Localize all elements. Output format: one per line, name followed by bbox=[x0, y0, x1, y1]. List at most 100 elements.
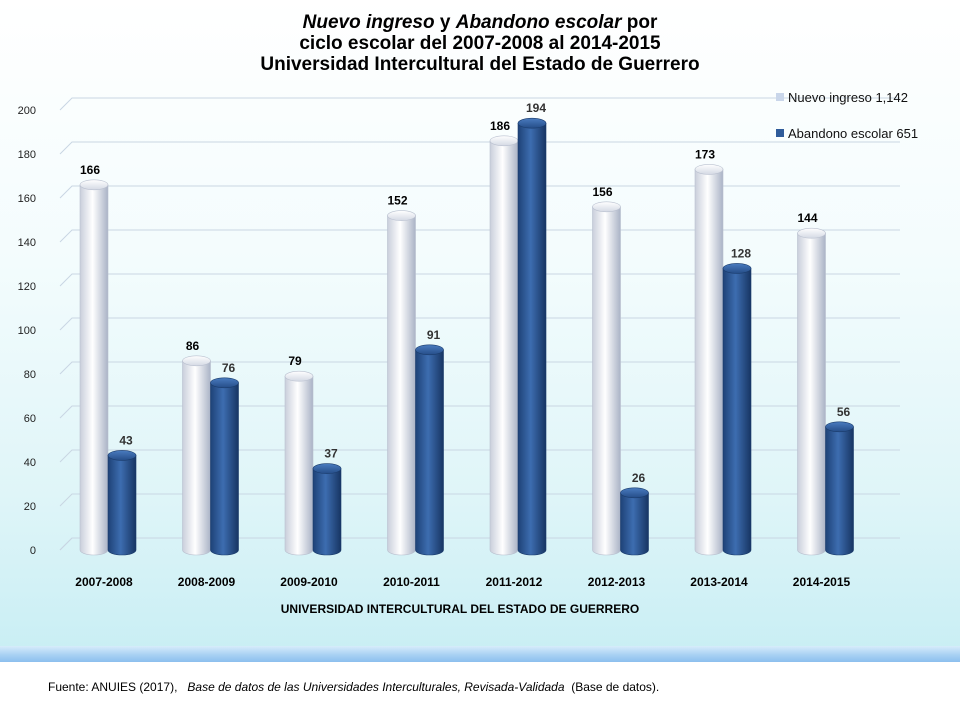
y-tick-label: 120 bbox=[18, 281, 36, 293]
gridline bbox=[59, 141, 900, 155]
bar-nuevo-ingreso: 166 bbox=[79, 163, 109, 556]
data-label: 37 bbox=[324, 447, 338, 461]
bar-body bbox=[182, 360, 211, 556]
bar-cap bbox=[694, 164, 724, 175]
x-tick-label: 2008-2009 bbox=[178, 575, 236, 589]
y-tick-label: 40 bbox=[24, 457, 36, 469]
data-label: 166 bbox=[80, 163, 100, 177]
data-label: 91 bbox=[427, 328, 441, 342]
title-tail: por bbox=[621, 12, 658, 33]
data-label: 26 bbox=[632, 471, 646, 485]
data-label: 173 bbox=[695, 147, 715, 161]
bar-nuevo-ingreso: 144 bbox=[797, 211, 826, 556]
bar-cap bbox=[592, 201, 621, 213]
data-label: 186 bbox=[490, 119, 510, 133]
bar-body bbox=[107, 455, 137, 556]
bar-cap bbox=[210, 377, 239, 389]
bar-body bbox=[312, 468, 342, 556]
bar-abandono-escolar: 76 bbox=[210, 361, 239, 556]
bar-cap bbox=[312, 463, 342, 474]
bar-cap bbox=[284, 370, 314, 382]
bar-cap bbox=[620, 487, 649, 499]
bar-body bbox=[694, 169, 724, 556]
y-tick-label: 200 bbox=[18, 105, 36, 117]
gridline bbox=[59, 449, 900, 463]
x-tick-label: 2012-2013 bbox=[588, 575, 646, 589]
bar-abandono-escolar: 56 bbox=[825, 405, 854, 556]
legend-swatch-abandono bbox=[776, 129, 784, 137]
y-tick-label: 80 bbox=[24, 369, 36, 381]
legend-label-abandono: Abandono escolar 651 bbox=[788, 126, 918, 141]
bar-body bbox=[722, 268, 752, 556]
y-tick-label: 60 bbox=[24, 413, 36, 425]
source-note: Fuente: ANUIES (2017), Base de datos de … bbox=[48, 680, 948, 694]
bar-nuevo-ingreso: 86 bbox=[182, 339, 211, 556]
bar-abandono-escolar: 128 bbox=[722, 246, 752, 556]
gridline bbox=[59, 229, 900, 243]
data-label: 144 bbox=[797, 211, 817, 225]
data-label: 128 bbox=[731, 246, 751, 260]
bar-body bbox=[825, 426, 854, 556]
data-label: 56 bbox=[837, 405, 851, 419]
data-label: 156 bbox=[592, 185, 612, 199]
gridline bbox=[59, 405, 900, 419]
x-tick-label: 2014-2015 bbox=[793, 575, 851, 589]
y-tick-label: 0 bbox=[30, 545, 36, 557]
bar-cap bbox=[415, 344, 444, 356]
bar-body bbox=[415, 349, 444, 556]
bar-abandono-escolar: 43 bbox=[107, 433, 137, 556]
gridline bbox=[59, 273, 900, 287]
legend-swatch-nuevo bbox=[776, 93, 784, 101]
data-label: 79 bbox=[288, 354, 302, 368]
bar-cap bbox=[722, 263, 752, 274]
title-line-1: Nuevo ingreso y Abandono escolar por bbox=[0, 12, 960, 33]
x-tick-label: 2011-2012 bbox=[486, 575, 543, 589]
chart-title: Nuevo ingreso y Abandono escolar por cic… bbox=[0, 12, 960, 75]
bar-cap bbox=[825, 421, 854, 433]
title-line-3: Universidad Intercultural del Estado de … bbox=[260, 54, 700, 75]
x-tick-label: 2010-2011 bbox=[383, 575, 440, 589]
bar-nuevo-ingreso: 156 bbox=[592, 185, 621, 556]
x-tick-label: 2013-2014 bbox=[690, 575, 748, 589]
bar-abandono-escolar: 26 bbox=[620, 471, 649, 556]
bar-nuevo-ingreso: 79 bbox=[284, 354, 314, 556]
bar-body bbox=[592, 206, 621, 556]
y-tick-label: 180 bbox=[18, 149, 36, 161]
title-abandono: Abandono escolar bbox=[455, 12, 622, 33]
footer-band bbox=[0, 646, 960, 662]
bar-cap bbox=[182, 355, 211, 367]
x-axis-title: UNIVERSIDAD INTERCULTURAL DEL ESTADO DE … bbox=[281, 602, 639, 616]
title-connector: y bbox=[434, 12, 456, 33]
data-label: 194 bbox=[526, 101, 546, 115]
y-axis: 0 20 40 60 80 100 120 140 160 180 200 bbox=[18, 105, 36, 557]
bar-abandono-escolar: 194 bbox=[517, 101, 547, 556]
bar-abandono-escolar: 91 bbox=[415, 328, 444, 556]
title-line-2: ciclo escolar del 2007-2008 al 2014-2015 bbox=[299, 33, 661, 54]
bar-nuevo-ingreso: 173 bbox=[694, 147, 724, 556]
x-tick-label: 2007-2008 bbox=[75, 575, 133, 589]
bar-cap bbox=[387, 210, 416, 221]
bar-body bbox=[489, 140, 519, 556]
bars: 166 43 86 76 79 37 152 91 186 194 156 26 173 128 144 56 bbox=[79, 101, 854, 556]
title-nuevo: Nuevo ingreso bbox=[302, 12, 435, 33]
gridline bbox=[59, 185, 900, 199]
bar-body bbox=[210, 382, 239, 556]
data-label: 76 bbox=[222, 361, 236, 375]
data-label: 152 bbox=[387, 194, 407, 208]
bar-cap bbox=[107, 450, 137, 461]
gridline bbox=[59, 317, 900, 331]
bar-nuevo-ingreso: 186 bbox=[489, 119, 519, 556]
bar-cap bbox=[797, 227, 826, 239]
legend: Nuevo ingreso 1,142 Abandono escolar 651 bbox=[776, 90, 918, 141]
bar-body bbox=[79, 184, 109, 556]
data-label: 86 bbox=[186, 339, 200, 353]
source-suffix: (Base de datos). bbox=[571, 680, 660, 694]
y-tick-label: 140 bbox=[18, 237, 36, 249]
source-prefix: Fuente: ANUIES (2017), bbox=[48, 680, 178, 694]
bar-cap bbox=[517, 117, 547, 129]
source-title: Base de datos de las Universidades Inter… bbox=[187, 680, 565, 694]
bar-nuevo-ingreso: 152 bbox=[387, 194, 416, 556]
x-axis: 2007-2008 2008-2009 2009-2010 2010-2011 2011… bbox=[75, 575, 850, 589]
bar-body bbox=[620, 492, 649, 556]
gridline bbox=[59, 361, 900, 375]
